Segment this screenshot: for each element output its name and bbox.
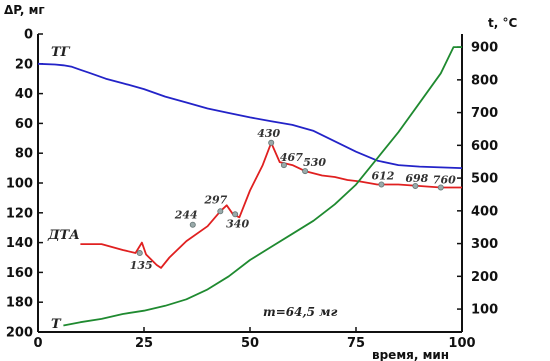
dta-series-line (80, 141, 462, 269)
y-left-tick-label: 140 (6, 236, 33, 251)
x-tick-label: 50 (241, 336, 259, 351)
dta-point-label: 467 (280, 151, 303, 164)
x-axis-label: время, мин (372, 348, 449, 361)
dta-point-label: 135 (130, 259, 153, 272)
x-tick-label: 75 (347, 336, 365, 351)
dta-point-marker (217, 208, 224, 215)
y-left-tick-label: 200 (6, 326, 33, 341)
y-right-tick-label: 400 (471, 204, 498, 219)
y-left-tick-label: 120 (6, 206, 33, 221)
t-curve-label: Т (51, 317, 62, 332)
dta-point-marker (302, 168, 309, 175)
dta-point-label: 244 (174, 209, 198, 222)
dta-point-marker (280, 162, 287, 169)
x-tick-label: 25 (135, 336, 153, 351)
y-right-tick-label: 100 (471, 303, 498, 318)
dta-point-label: 530 (303, 156, 326, 169)
dta-point-marker (136, 250, 143, 257)
ticks: 0 20 40 60 80 100 120 140 160 180 200 100 200 300 400 5… (6, 28, 498, 352)
y-right-tick-label: 600 (471, 139, 498, 154)
dta-point-marker (268, 139, 275, 146)
tg-series-line (37, 62, 463, 169)
y-left-tick-label: 180 (6, 296, 33, 311)
y-right-axis-label: t, °C (488, 16, 517, 30)
y-left-tick-label: 100 (6, 177, 33, 192)
x-tick-label: 100 (448, 336, 475, 351)
dta-point-marker (378, 181, 385, 188)
t-series-line (63, 46, 462, 327)
dta-point-marker (189, 221, 196, 228)
y-right-tick-label: 200 (471, 270, 498, 285)
y-right-tick-label: 300 (471, 237, 498, 252)
labels: ΔP, мг t, °C время, мин m=64,5 мг ТГ ДТА Т (4, 3, 517, 361)
dta-curve-label: ДТА (47, 228, 80, 243)
dta-point-marker (412, 182, 419, 189)
dta-point-marker (232, 211, 239, 218)
y-left-tick-label: 160 (6, 266, 33, 281)
axes (37, 34, 463, 333)
y-left-tick-label: 20 (15, 57, 33, 72)
x-tick-label: 0 (33, 336, 42, 351)
tg-curve-label: ТГ (51, 45, 71, 60)
y-left-axis-label: ΔP, мг (4, 3, 45, 17)
mass-annotation: m=64,5 мг (263, 305, 338, 319)
y-right-tick-label: 500 (471, 172, 498, 187)
y-right-tick-label: 800 (471, 73, 498, 88)
y-left-tick-label: 80 (15, 147, 33, 162)
dta-point-label: 612 (371, 169, 394, 182)
y-right-tick-label: 700 (471, 106, 498, 121)
series (37, 46, 463, 327)
y-left-tick-label: 60 (15, 117, 33, 132)
dta-point-label: 698 (405, 172, 428, 185)
dta-point-marker (437, 184, 444, 191)
dta-point-label: 760 (433, 173, 456, 186)
y-left-tick-label: 0 (24, 28, 33, 43)
y-left-tick-label: 40 (15, 87, 33, 102)
dta-point-label: 297 (203, 193, 227, 206)
dta-point-label: 430 (257, 127, 280, 140)
y-right-tick-label: 900 (471, 41, 498, 56)
dta-point-label: 340 (226, 217, 249, 230)
